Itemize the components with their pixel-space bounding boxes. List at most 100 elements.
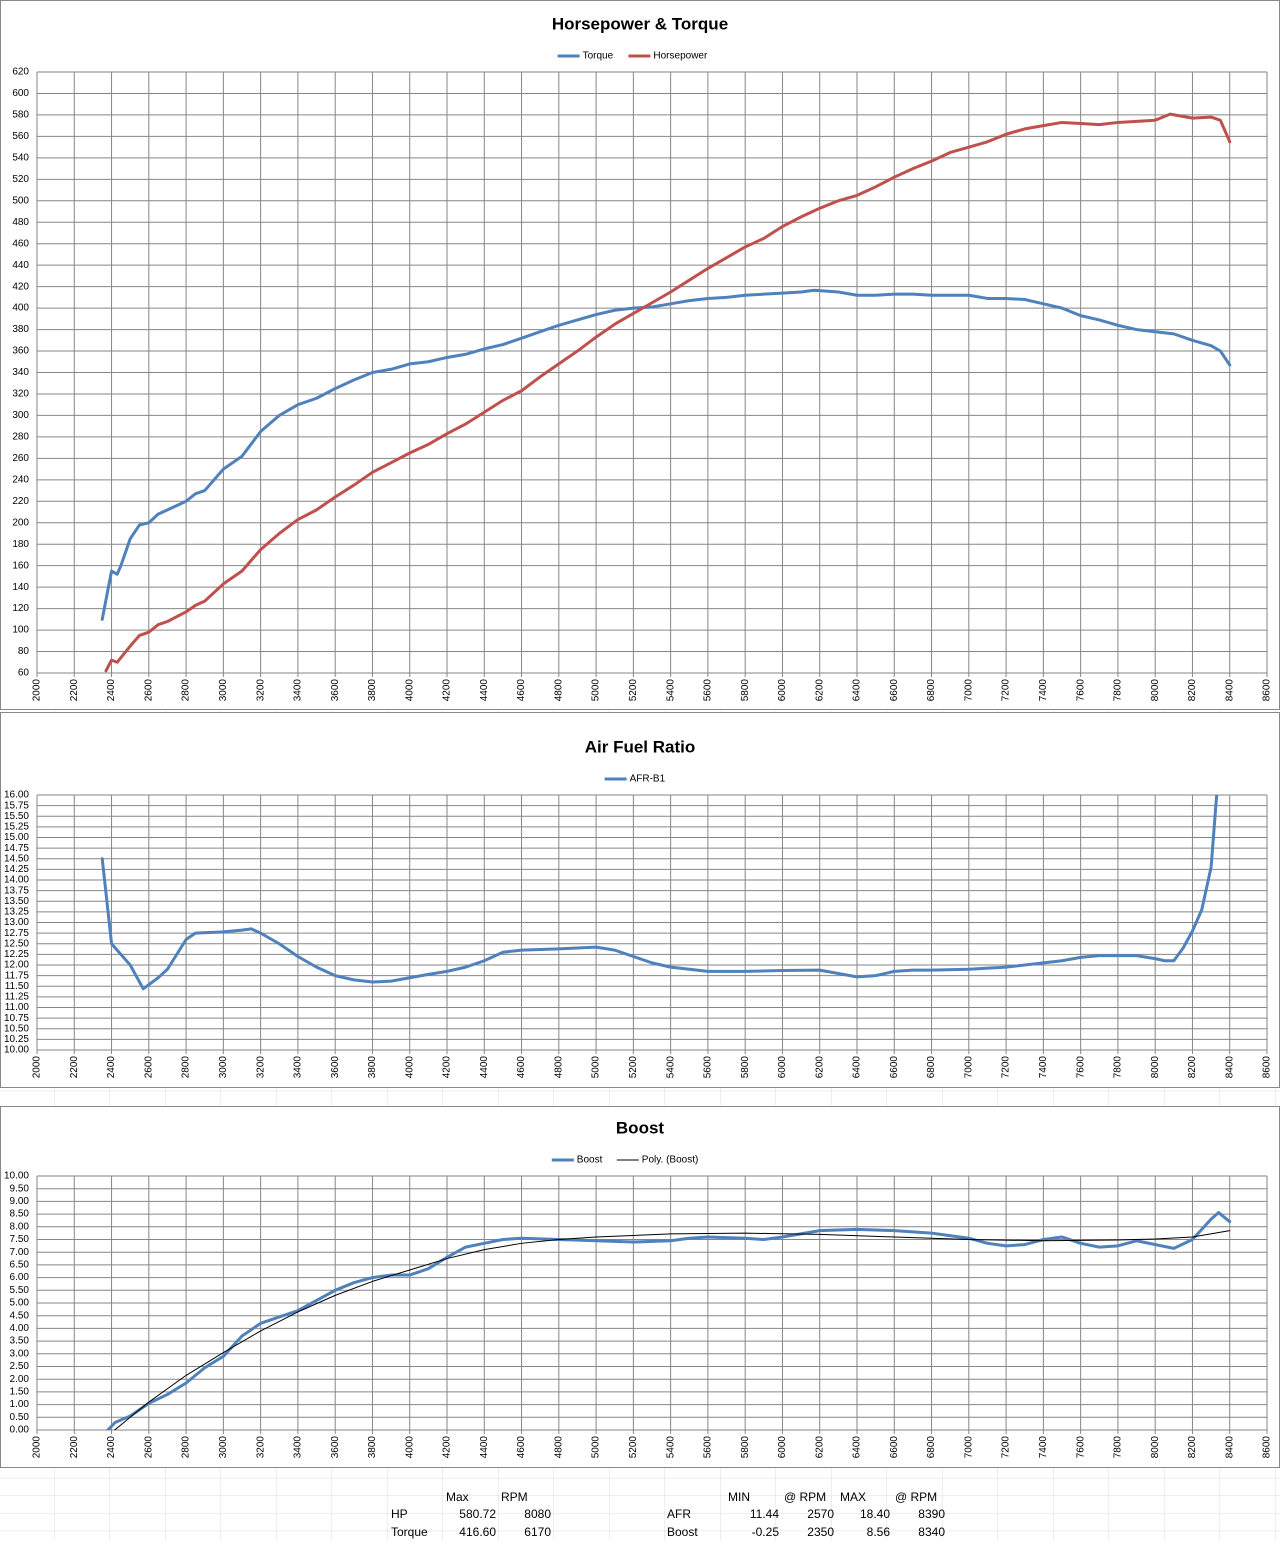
y-tick-label: 12.50 xyxy=(4,938,29,949)
x-tick-label: 4200 xyxy=(442,1436,453,1459)
y-tick-label: 260 xyxy=(12,453,29,464)
x-tick-label: 8000 xyxy=(1150,1436,1161,1459)
x-tick-label: 6800 xyxy=(926,679,937,702)
x-tick-label: 6600 xyxy=(889,679,900,702)
x-tick-label: 4800 xyxy=(553,679,564,702)
x-tick-label: 8400 xyxy=(1224,1056,1235,1079)
y-tick-label: 7.50 xyxy=(10,1234,30,1245)
x-tick-label: 7800 xyxy=(1113,1056,1124,1079)
x-tick-label: 2800 xyxy=(181,1056,192,1079)
x-tick-label: 8400 xyxy=(1224,1436,1235,1459)
x-tick-label: 6600 xyxy=(889,1056,900,1079)
row-label: AFR xyxy=(667,1507,691,1521)
x-tick-label: 5400 xyxy=(665,1056,676,1079)
cell-value: 8.56 xyxy=(867,1525,891,1539)
x-tick-label: 3800 xyxy=(367,1056,378,1079)
x-tick-label: 3400 xyxy=(293,1056,304,1079)
x-tick-label: 3400 xyxy=(293,679,304,702)
x-tick-label: 4400 xyxy=(479,1436,490,1459)
cell-value: 8080 xyxy=(524,1507,551,1521)
x-tick-label: 4000 xyxy=(404,1056,415,1079)
x-tick-label: 7600 xyxy=(1075,1056,1086,1079)
y-tick-label: 14.00 xyxy=(4,875,29,886)
y-tick-label: 11.25 xyxy=(5,992,30,1003)
y-tick-label: 10.00 xyxy=(4,1171,29,1182)
x-tick-label: 6000 xyxy=(777,1436,788,1459)
y-tick-label: 2.50 xyxy=(10,1361,30,1372)
x-tick-label: 3800 xyxy=(367,679,378,702)
y-tick-label: 220 xyxy=(12,496,29,507)
y-tick-label: 480 xyxy=(12,217,29,228)
series-line xyxy=(105,1211,1232,1430)
y-tick-label: 9.50 xyxy=(10,1183,30,1194)
chart: Horsepower & Torque 60 80 100 120 140 160 180 20… xyxy=(0,0,1280,710)
y-tick-label: 14.75 xyxy=(4,843,29,854)
chart-title: Boost xyxy=(616,1118,665,1137)
table-header: MIN xyxy=(728,1490,750,1504)
x-tick-label: 3600 xyxy=(330,1436,341,1459)
x-tick-label: 2200 xyxy=(69,1056,80,1079)
x-tick-label: 5800 xyxy=(740,1056,751,1079)
y-tick-label: 13.25 xyxy=(4,907,29,918)
x-tick-label: 4400 xyxy=(479,679,490,702)
y-tick-label: 13.75 xyxy=(4,885,29,896)
x-tick-label: 4200 xyxy=(442,679,453,702)
x-tick-label: 2800 xyxy=(181,1436,192,1459)
x-tick-label: 2400 xyxy=(106,1436,117,1459)
table-header: MAX xyxy=(840,1490,866,1504)
x-tick-label: 5600 xyxy=(703,1056,714,1079)
legend-label: Torque xyxy=(583,51,614,62)
y-tick-label: 7.00 xyxy=(10,1247,30,1258)
series-line xyxy=(100,288,1232,621)
y-tick-label: 60 xyxy=(18,668,30,679)
row-label: Boost xyxy=(667,1525,698,1539)
x-tick-label: 3000 xyxy=(218,679,229,702)
y-tick-label: 2.00 xyxy=(10,1374,30,1385)
series-line xyxy=(100,795,1219,991)
x-tick-label: 8400 xyxy=(1224,679,1235,702)
y-tick-label: 300 xyxy=(12,410,29,421)
y-tick-label: 320 xyxy=(12,389,29,400)
y-tick-label: 280 xyxy=(12,432,29,443)
series-line xyxy=(113,1230,1231,1430)
chart: Air Fuel Ratio10.0010.2510.5010.7511.001… xyxy=(0,712,1280,1088)
y-tick-label: 120 xyxy=(12,603,29,614)
chart-area xyxy=(0,1106,1280,1468)
x-tick-label: 5000 xyxy=(591,1436,602,1459)
y-tick-label: 520 xyxy=(12,174,29,185)
y-tick-label: 140 xyxy=(12,582,29,593)
x-tick-label: 6800 xyxy=(926,1436,937,1459)
x-tick-label: 2600 xyxy=(143,1436,154,1459)
x-tick-label: 6400 xyxy=(852,1056,863,1079)
legend-label: Boost xyxy=(577,1155,603,1166)
y-tick-label: 1.00 xyxy=(10,1399,30,1410)
y-tick-label: 5.00 xyxy=(10,1298,30,1309)
x-tick-label: 6000 xyxy=(777,679,788,702)
y-tick-label: 12.00 xyxy=(4,960,29,971)
x-tick-label: 7800 xyxy=(1113,1436,1124,1459)
x-tick-label: 8200 xyxy=(1187,1056,1198,1079)
x-tick-label: 3600 xyxy=(330,1056,341,1079)
table-header: @ RPM xyxy=(895,1490,937,1504)
x-tick-label: 2200 xyxy=(69,679,80,702)
y-tick-label: 580 xyxy=(12,110,29,121)
x-tick-label: 5800 xyxy=(740,1436,751,1459)
y-tick-label: 1.50 xyxy=(10,1387,30,1398)
chart-title: Horsepower & Torque xyxy=(552,14,728,33)
y-tick-label: 5.50 xyxy=(10,1285,30,1296)
cell-value: 8340 xyxy=(918,1525,945,1539)
x-tick-label: 4600 xyxy=(516,1436,527,1459)
x-tick-label: 2200 xyxy=(69,1436,80,1459)
x-tick-label: 2600 xyxy=(143,679,154,702)
y-tick-label: 15.75 xyxy=(4,800,29,811)
y-tick-label: 180 xyxy=(12,539,29,550)
x-tick-label: 2600 xyxy=(143,1056,154,1079)
x-tick-label: 5400 xyxy=(665,679,676,702)
y-tick-label: 420 xyxy=(12,281,29,292)
x-tick-label: 3200 xyxy=(255,1436,266,1459)
cell-value: 6170 xyxy=(524,1525,551,1539)
x-tick-label: 5200 xyxy=(628,679,639,702)
y-tick-label: 4.50 xyxy=(10,1310,30,1321)
x-tick-label: 7600 xyxy=(1075,1436,1086,1459)
x-tick-label: 7600 xyxy=(1075,679,1086,702)
